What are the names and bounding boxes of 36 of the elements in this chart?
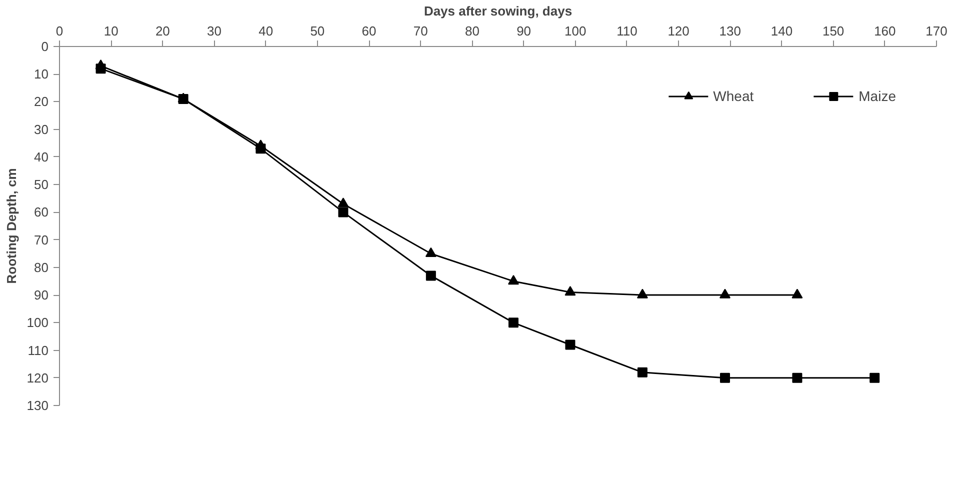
x-tick-label: 0 (56, 24, 64, 38)
y-tick-label: 20 (34, 94, 49, 110)
legend-label: Maize (858, 88, 896, 104)
x-tick-label: 70 (413, 24, 428, 38)
y-tick-label: 80 (34, 260, 49, 275)
y-tick-label: 120 (26, 370, 49, 386)
x-tick-label: 80 (464, 24, 480, 38)
y-tick-label: 100 (26, 315, 49, 330)
x-tick-label: 60 (362, 24, 376, 38)
x-tick-label: 90 (516, 24, 532, 38)
x-tick-label: 110 (616, 24, 638, 38)
y-tick-label: 70 (34, 232, 49, 248)
x-tick-label: 160 (874, 24, 896, 38)
x-tick-label: 170 (926, 24, 948, 38)
y-tick-label: 50 (34, 177, 49, 192)
x-tick-label: 10 (104, 24, 118, 38)
x-tick-label: 150 (822, 24, 844, 38)
x-tick-label: 40 (258, 24, 274, 38)
y-tick-label: 30 (34, 122, 49, 137)
x-tick-label: 20 (155, 24, 170, 38)
y-tick-label: 90 (34, 288, 49, 303)
x-tick-label: 120 (668, 24, 690, 38)
y-tick-label: 40 (34, 149, 49, 164)
y-tick-label: 110 (28, 342, 49, 358)
x-axis-title: Days after sowing, days (424, 4, 572, 18)
x-tick-label: 50 (310, 24, 325, 38)
x-tick-label: 140 (770, 24, 793, 38)
legend-label: Wheat (713, 88, 754, 104)
x-tick-label: 100 (564, 24, 586, 38)
y-tick-label: 130 (26, 398, 49, 413)
y-axis-title: Rooting Depth, cm (4, 168, 19, 284)
x-tick-label: 130 (719, 24, 742, 38)
y-tick-label: 60 (34, 204, 49, 220)
y-tick-label: 10 (34, 66, 49, 82)
x-tick-label: 30 (207, 24, 222, 38)
y-tick-label: 0 (41, 39, 49, 54)
